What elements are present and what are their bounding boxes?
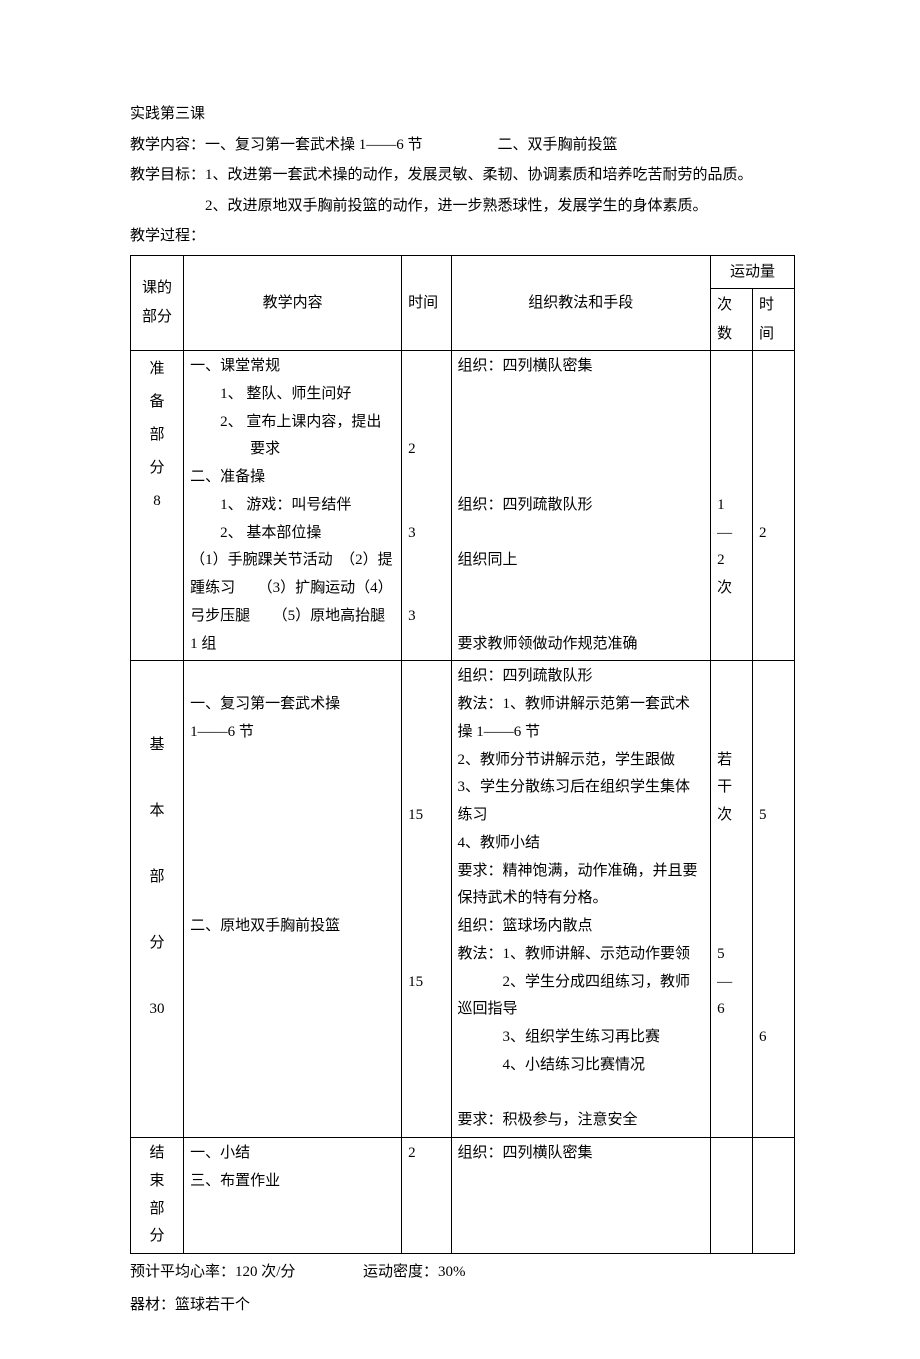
cell-part-2: 结束部分 <box>131 1138 184 1254</box>
cell-duration-0: 2 <box>753 351 795 661</box>
footer-heartrate: 预计平均心率：120 次/分 <box>130 1264 295 1280</box>
th-count: 次数 <box>711 289 753 351</box>
table-row: 准备部分8 一、课堂常规1、 整队、师生问好2、 宣布上课内容，提出要求二、准备… <box>131 351 795 661</box>
teaching-content-label: 教学内容： <box>130 131 205 160</box>
table-header-row: 课的部分 教学内容 时间 组织教法和手段 运动量 <box>131 255 795 289</box>
th-duration: 时间 <box>753 289 795 351</box>
cell-part-0: 准备部分8 <box>131 351 184 661</box>
cell-time-1: 1515 <box>402 661 451 1138</box>
cell-part-1: 基本部分30 <box>131 661 184 1138</box>
teaching-content-row: 教学内容： 一、复习第一套武术操 1——6 节 二、双手胸前投篮 <box>130 131 795 160</box>
cell-count-0: 1—2次 <box>711 351 753 661</box>
cell-method-2: 组织：四列横队密集 <box>451 1138 711 1254</box>
lesson-table: 课的部分 教学内容 时间 组织教法和手段 运动量 次数 时间 准备部分8 一、课… <box>130 255 795 1255</box>
th-time: 时间 <box>402 255 451 351</box>
cell-content-0: 一、课堂常规1、 整队、师生问好2、 宣布上课内容，提出要求二、准备操1、 游戏… <box>184 351 402 661</box>
cell-content-1: 一、复习第一套武术操1——6 节二、原地双手胸前投篮 <box>184 661 402 1138</box>
teaching-goal-2: 2、改进原地双手胸前投篮的动作，进一步熟悉球性，发展学生的身体素质。 <box>205 192 795 221</box>
table-row: 基本部分30 一、复习第一套武术操1——6 节二、原地双手胸前投篮 1515 组… <box>131 661 795 1138</box>
teaching-process-label: 教学过程： <box>130 222 795 251</box>
table-row: 结束部分 一、小结三、布置作业 2 组织：四列横队密集 <box>131 1138 795 1254</box>
teaching-goal-1: 1、改进第一套武术操的动作，发展灵敏、柔韧、协调素质和培养吃苦耐劳的品质。 <box>205 161 795 190</box>
lesson-title: 实践第三课 <box>130 100 795 129</box>
footer-density: 运动密度：30% <box>363 1264 466 1280</box>
footer-line-1: 预计平均心率：120 次/分 运动密度：30% <box>130 1258 795 1287</box>
cell-method-1: 组织：四列疏散队形教法：1、教师讲解示范第一套武术操 1——6 节2、教师分节讲… <box>451 661 711 1138</box>
th-content: 教学内容 <box>184 255 402 351</box>
cell-count-2 <box>711 1138 753 1254</box>
goal-indent <box>130 192 205 221</box>
spacing <box>299 1264 359 1280</box>
cell-time-0: 233 <box>402 351 451 661</box>
cell-method-0: 组织：四列横队密集组织：四列疏散队形组织同上要求教师领做动作规范准确 <box>451 351 711 661</box>
cell-content-2: 一、小结三、布置作业 <box>184 1138 402 1254</box>
cell-time-2: 2 <box>402 1138 451 1254</box>
teaching-goal-row: 教学目标： 1、改进第一套武术操的动作，发展灵敏、柔韧、协调素质和培养吃苦耐劳的… <box>130 161 795 190</box>
cell-duration-1: 56 <box>753 661 795 1138</box>
teaching-content-2: 二、双手胸前投篮 <box>498 131 618 160</box>
footer-line-2: 器材：篮球若干个 <box>130 1291 795 1320</box>
spacing <box>423 131 498 160</box>
cell-duration-2 <box>753 1138 795 1254</box>
th-method: 组织教法和手段 <box>451 255 711 351</box>
th-part: 课的部分 <box>131 255 184 351</box>
teaching-goal-2-row: 2、改进原地双手胸前投篮的动作，进一步熟悉球性，发展学生的身体素质。 <box>130 192 795 221</box>
teaching-goal-label: 教学目标： <box>130 161 205 190</box>
teaching-content-1: 一、复习第一套武术操 1——6 节 <box>205 131 423 160</box>
cell-count-1: 若干次5—6 <box>711 661 753 1138</box>
th-volume: 运动量 <box>711 255 795 289</box>
